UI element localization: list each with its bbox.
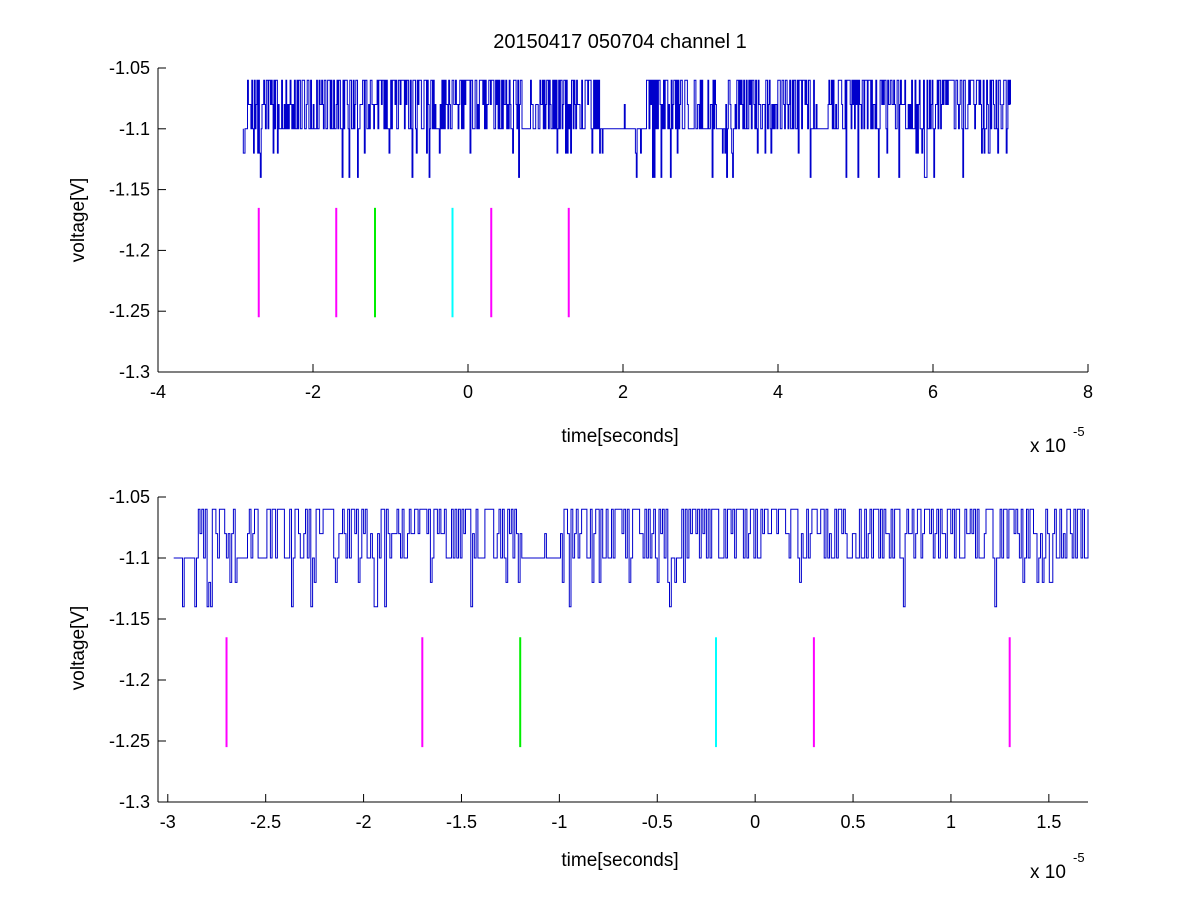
top-y-tick-label: -1.15	[109, 180, 150, 200]
top-y-axis-label: voltage[V]	[68, 178, 89, 263]
top-y-tick-label: -1.25	[109, 301, 150, 321]
top-y-tick-label: -1.3	[119, 362, 150, 382]
top-x-tick-label: 4	[773, 382, 783, 402]
top-x-tick-label: 8	[1083, 382, 1093, 402]
bottom-signal-trace	[173, 508, 1089, 608]
bottom-x-axis-label: time[seconds]	[561, 850, 678, 871]
bottom-y-tick-label: -1.05	[109, 487, 150, 507]
bottom-x-tick-label: -2	[356, 812, 372, 832]
bottom-x-tick-label: -1	[551, 812, 567, 832]
top-x-axis-label: time[seconds]	[561, 426, 678, 447]
bottom-y-tick-label: -1.15	[109, 609, 150, 629]
bottom-x-tick-label: -1.5	[446, 812, 477, 832]
bottom-x-tick-label: 0.5	[841, 812, 866, 832]
bottom-axes: -3 -2.5 -2 -1.5 -1 -0.5 0 0.5 1 1.5 -1.05 -1.1 -1.15…	[109, 487, 1089, 832]
bottom-y-tick-label: -1.2	[119, 670, 150, 690]
bottom-x-multiplier-exponent: -5	[1073, 850, 1085, 865]
bottom-x-tick-label: 1	[946, 812, 956, 832]
top-x-multiplier: x 10	[1030, 436, 1066, 457]
bottom-y-tick-label: -1.25	[109, 731, 150, 751]
top-y-tick-label: -1.2	[119, 240, 150, 260]
top-x-tick-label: 2	[618, 382, 628, 402]
bottom-x-tick-label: 1.5	[1036, 812, 1061, 832]
top-x-tick-label: 6	[928, 382, 938, 402]
bottom-x-tick-label: 0	[750, 812, 760, 832]
bottom-x-multiplier: x 10	[1030, 862, 1066, 883]
chart-title: 20150417 050704 channel 1	[493, 31, 747, 53]
top-y-tick-label: -1.05	[109, 58, 150, 78]
bottom-y-tick-label: -1.3	[119, 792, 150, 812]
top-x-tick-label: -4	[150, 382, 166, 402]
top-x-multiplier-exponent: -5	[1073, 424, 1085, 439]
top-axes: -4 -2 0 2 4 6 8 -1.05 -1.1 -1.15 -1.2 -1.25 -1.3	[109, 58, 1093, 402]
bottom-x-tick-label: -3	[160, 812, 176, 832]
bottom-x-tick-label: -2.5	[250, 812, 281, 832]
top-y-tick-label: -1.1	[119, 119, 150, 139]
bottom-x-tick-label: -0.5	[642, 812, 673, 832]
bottom-y-axis-label: voltage[V]	[68, 606, 89, 691]
top-signal-trace	[242, 79, 1011, 178]
bottom-y-tick-label: -1.1	[119, 548, 150, 568]
top-x-tick-label: 0	[463, 382, 473, 402]
top-x-tick-label: -2	[305, 382, 321, 402]
